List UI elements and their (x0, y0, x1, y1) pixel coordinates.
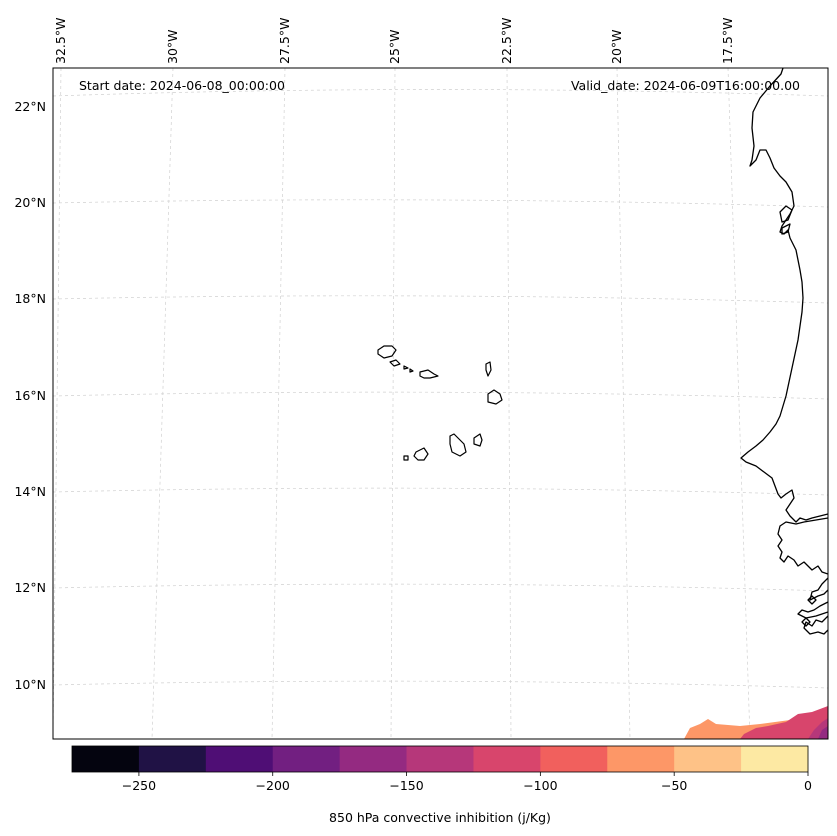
lat-label: 18°N (14, 291, 46, 306)
gridline-lat-18 (53, 295, 828, 304)
gridline-lon-30 (151, 68, 174, 739)
gridline-lat-14 (53, 487, 828, 496)
island-fogo (413, 447, 429, 461)
island-sao-nicolau (419, 369, 439, 379)
island-islet (409, 368, 414, 373)
coastline-islet-senegal-2 (781, 223, 791, 235)
colorbar-tick-label: 0 (804, 778, 812, 793)
lat-label: 16°N (14, 388, 46, 403)
colorbar-ticks: −250 −200 −150 −100 −50 0 (122, 772, 812, 793)
cin-fill-purple (818, 726, 828, 739)
coastline-guinea-2 (797, 601, 828, 619)
lon-label: 32.5°W (53, 18, 68, 64)
colorbar-tick-label: −150 (389, 778, 423, 793)
island-maio (473, 433, 483, 447)
gridline-lat-12 (53, 583, 828, 592)
island-boa-vista (487, 389, 503, 405)
island-brava (403, 455, 409, 461)
gridline-lat-20 (53, 199, 828, 208)
coastline-africa (740, 68, 828, 523)
lat-label: 14°N (14, 484, 46, 499)
island-sal (485, 361, 492, 377)
coastline-guinea-bissau (777, 517, 828, 575)
coastline-guinea (809, 577, 828, 601)
valid-date-label: Valid_date: 2024-06-09T16:00:00.00 (571, 78, 800, 93)
colorbar-swatch (272, 746, 341, 772)
colorbar-swatch (674, 746, 742, 772)
lon-label: 25°W (387, 29, 402, 64)
gridlines (53, 68, 828, 739)
gridline-lat-16 (53, 391, 828, 400)
coastlines (740, 68, 828, 635)
colorbar-swatch (406, 746, 474, 772)
colorbar-tick-label: −200 (256, 778, 290, 793)
cin-fill-red (740, 706, 828, 739)
lat-label: 22°N (14, 99, 46, 114)
lon-label: 17.5°W (720, 18, 735, 64)
lat-label: 20°N (14, 195, 46, 210)
colorbar-label: 850 hPa convective inhibition (j/Kg) (329, 810, 551, 825)
colorbar-swatch (205, 746, 274, 772)
island-santiago (449, 433, 467, 457)
cabo-verde-islands (377, 345, 503, 461)
colorbar-tick-label: −250 (122, 778, 156, 793)
gridline-lon-32.5 (53, 68, 62, 739)
longitude-labels: 32.5°W 30°W 27.5°W 25°W 22.5°W 20°W 17.5… (53, 18, 735, 64)
colorbar-tick-label: −50 (661, 778, 687, 793)
map-area (53, 68, 828, 739)
island-santo-antao (377, 345, 397, 359)
colorbar-swatch (138, 746, 207, 772)
colorbar-swatch (72, 746, 140, 772)
island-santa-luzia (403, 365, 409, 370)
cin-contours (684, 706, 828, 739)
colorbar-swatch (339, 746, 408, 772)
lat-label: 12°N (14, 580, 46, 595)
island-sao-vicente (389, 359, 401, 367)
lon-label: 22.5°W (499, 18, 514, 64)
gridline-lon-20 (616, 68, 631, 739)
colorbar-swatches (72, 746, 809, 772)
lon-label: 30°W (165, 29, 180, 64)
lat-label: 10°N (14, 677, 46, 692)
gridline-lon-22.5 (506, 68, 512, 739)
gridline-lat-22 (53, 89, 828, 97)
latitude-labels: 22°N 20°N 18°N 16°N 14°N 12°N 10°N (14, 99, 46, 692)
lon-label: 27.5°W (277, 18, 292, 64)
gridline-lon-17.5 (727, 68, 751, 739)
gridline-lat-10 (53, 680, 828, 689)
colorbar-frame (71, 745, 809, 773)
colorbar-swatch (607, 746, 675, 772)
gridline-lon-25 (390, 68, 396, 739)
coastline-bijagos-island (807, 595, 817, 605)
colorbar: −250 −200 −150 −100 −50 0 850 hPa convective … (71, 745, 812, 825)
start-date-label: Start date: 2024-06-08_00:00:00 (79, 78, 285, 93)
gridline-lon-27.5 (271, 68, 286, 739)
lon-label: 20°W (609, 29, 624, 64)
map-frame (52, 67, 829, 740)
colorbar-swatch (473, 746, 541, 772)
colorbar-swatch (741, 746, 809, 772)
colorbar-swatch (540, 746, 608, 772)
colorbar-tick-label: −100 (523, 778, 557, 793)
coastline-islet-guinea (801, 617, 811, 627)
coastline-islet-senegal (779, 205, 793, 223)
